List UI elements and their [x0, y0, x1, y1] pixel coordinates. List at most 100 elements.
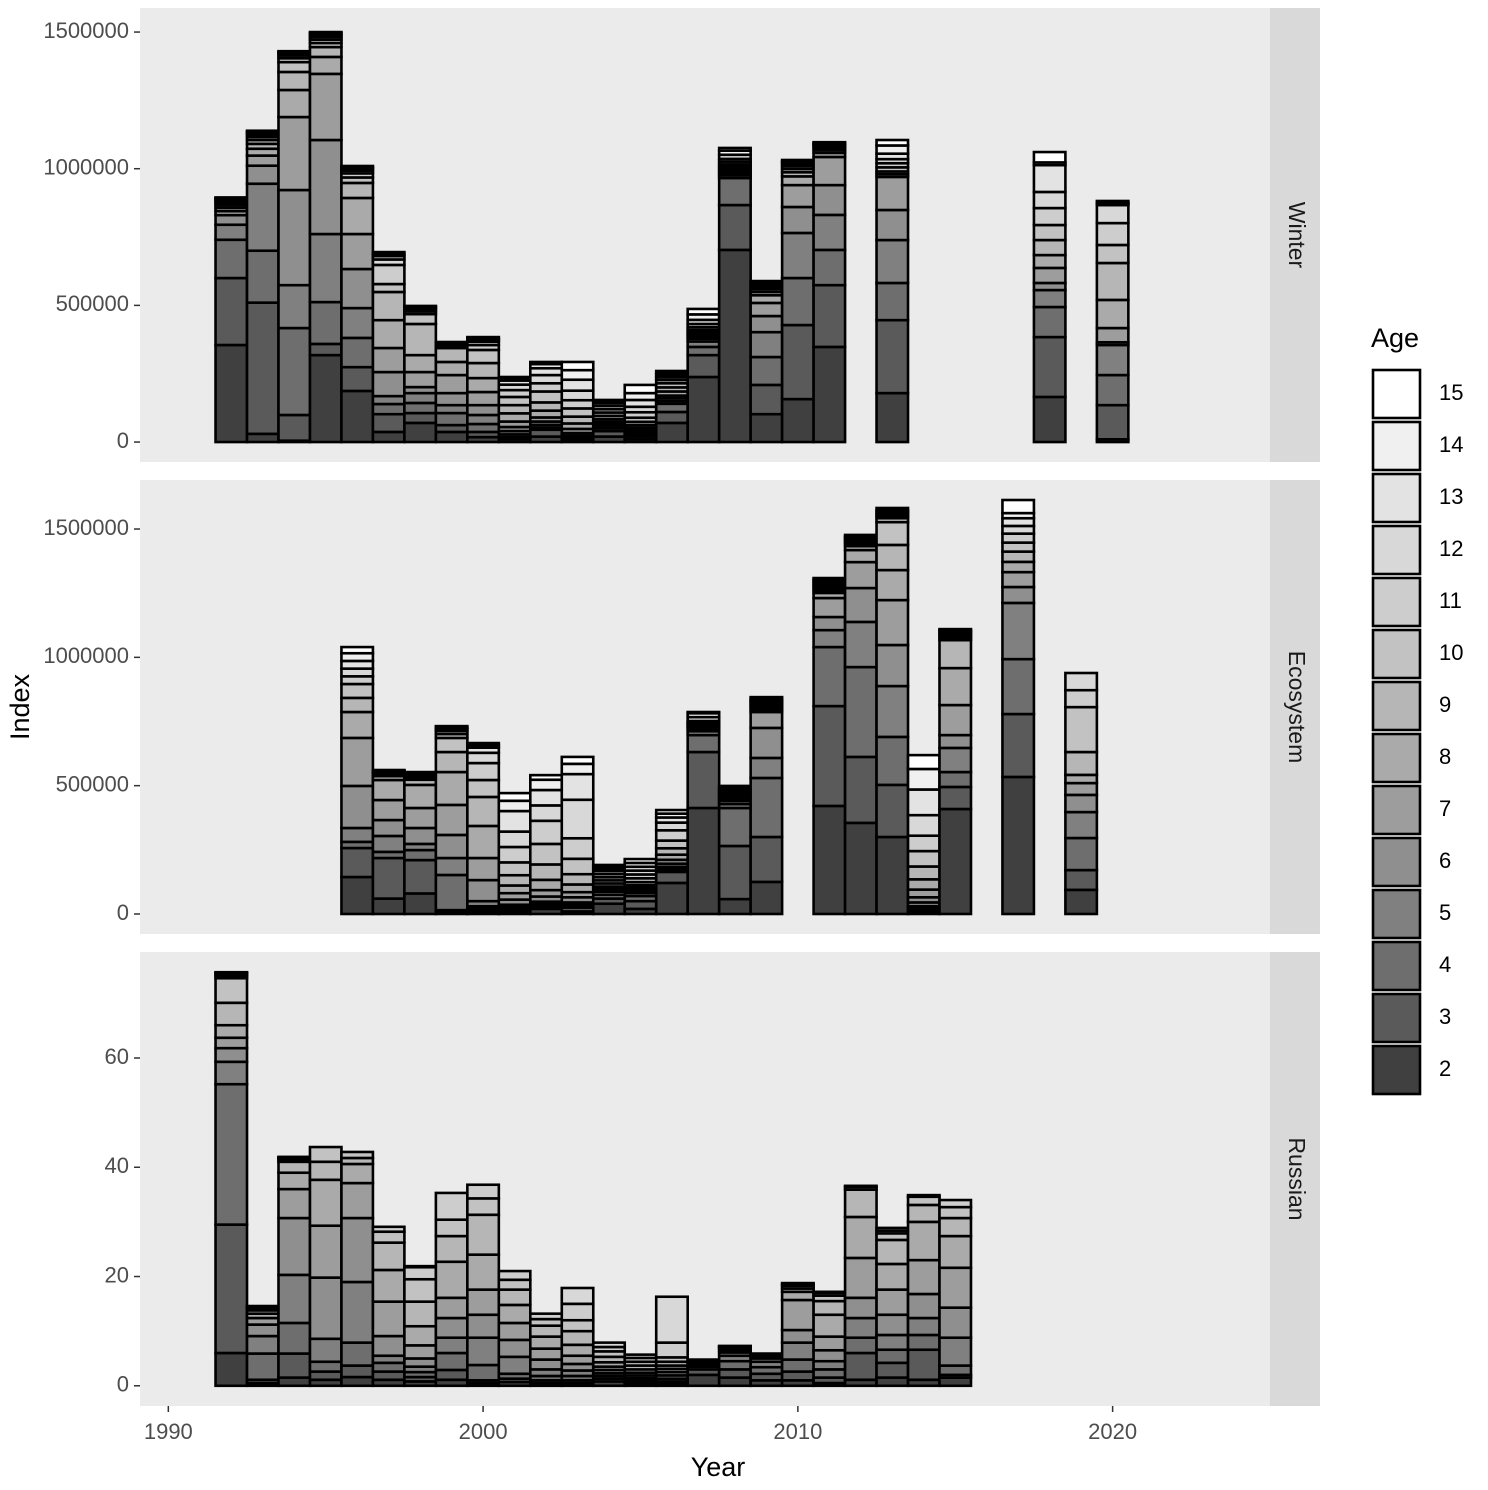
bar-segment: [1032, 335, 1067, 399]
bar-segment: [938, 638, 973, 670]
bar-segment: [245, 1352, 280, 1382]
legend-key: [1371, 1044, 1422, 1096]
bar-segment: [371, 263, 406, 286]
bar-segment: [497, 1338, 532, 1359]
legend-label: 13: [1439, 484, 1463, 509]
bar-segment: [812, 628, 847, 649]
bar-segment: [308, 1337, 343, 1364]
bar-segment: [1064, 705, 1099, 754]
bar-segment: [371, 430, 406, 444]
bar-segment: [529, 773, 564, 782]
bar-segment: [938, 733, 973, 750]
bar-segment: [434, 803, 469, 837]
bar-segment: [875, 506, 910, 512]
legend-label: 8: [1439, 744, 1451, 769]
bar-segment: [938, 703, 973, 737]
bar-segment: [434, 1296, 469, 1320]
bar-segment: [654, 421, 689, 444]
bar-segment: [434, 1191, 469, 1222]
bar-segment: [938, 1205, 973, 1220]
bar-segment: [466, 1363, 501, 1382]
bar-segment: [875, 543, 910, 572]
bar-segment: [340, 826, 375, 844]
bar-segment: [749, 880, 784, 916]
bar-segment: [875, 1262, 910, 1291]
bar-segment: [340, 1280, 375, 1344]
bar-segment: [1095, 203, 1130, 225]
strip-label: Ecosystem: [1284, 651, 1310, 763]
bar-segment: [434, 430, 469, 444]
bar-segment: [717, 176, 752, 207]
bar-segment: [875, 1313, 910, 1337]
bar-segment: [938, 770, 973, 789]
bar-segment: [560, 368, 595, 382]
bar-segment: [434, 360, 469, 377]
bar-segment: [466, 741, 501, 747]
bar-segment: [245, 164, 280, 186]
bar-segment: [403, 1264, 438, 1269]
legend-label: 3: [1439, 1004, 1451, 1029]
y-tick-label: 500000: [56, 771, 129, 796]
bar-segment: [403, 826, 438, 846]
bar-segment: [371, 1230, 406, 1244]
bar-segment: [1001, 570, 1036, 589]
bar-segment: [875, 1333, 910, 1352]
bar-segment: [371, 318, 406, 350]
bar-segment: [1001, 560, 1036, 574]
legend-key: [1371, 784, 1422, 836]
bar-segment: [277, 1187, 312, 1220]
bar-segment: [686, 733, 721, 754]
bar-segment: [308, 1178, 343, 1228]
bar-segment: [560, 1343, 595, 1358]
bar-segment: [1064, 888, 1099, 916]
bar-segment: [466, 1213, 501, 1256]
bar-segment: [686, 750, 721, 810]
bar-segment: [780, 1281, 815, 1286]
bar-segment: [560, 378, 595, 392]
bar-segment: [340, 267, 375, 310]
bar-segment: [340, 846, 375, 879]
bar-segment: [1032, 253, 1067, 270]
bar-segment: [434, 391, 469, 407]
bar-segment: [1001, 585, 1036, 605]
bar-segment: [938, 807, 973, 916]
bar-segment: [875, 318, 910, 395]
bar-segment: [403, 391, 438, 405]
bar-segment: [371, 834, 406, 854]
bar-segment: [497, 809, 532, 833]
bar-segment: [308, 300, 343, 346]
bar-segment: [812, 140, 847, 145]
bar-segment: [497, 1321, 532, 1342]
bar-segment: [340, 682, 375, 700]
bar-segment: [812, 704, 847, 808]
bar-segment: [843, 560, 878, 590]
bar-segment: [875, 391, 910, 444]
bar-segment: [371, 290, 406, 322]
bar-segment: [906, 865, 941, 881]
bar-segment: [717, 146, 752, 152]
bar-segment: [843, 1184, 878, 1189]
bar-segment: [812, 576, 847, 581]
bar-segment: [434, 1260, 469, 1300]
bar-segment: [466, 1288, 501, 1317]
bar-segment: [749, 412, 784, 444]
bar-segment: [497, 1269, 532, 1282]
bar-segment: [277, 1160, 312, 1175]
bar-segment: [780, 183, 815, 209]
bar-segment: [434, 1368, 469, 1382]
bar-segment: [591, 902, 627, 916]
bar-segment: [277, 326, 312, 417]
bar-segment: [843, 1188, 878, 1219]
bar-segment: [812, 1313, 847, 1338]
bar-segment: [938, 746, 973, 774]
bar-segment: [843, 755, 878, 825]
bar-segment: [875, 175, 910, 212]
bar-segment: [780, 231, 815, 280]
bar-segment: [434, 724, 469, 729]
bar-segment: [529, 1312, 564, 1321]
bar-segment: [434, 1316, 469, 1340]
bar-segment: [403, 322, 438, 357]
x-axis-title: Year: [691, 1452, 746, 1482]
bar-segment: [560, 755, 595, 766]
bar-segment: [560, 1302, 595, 1322]
